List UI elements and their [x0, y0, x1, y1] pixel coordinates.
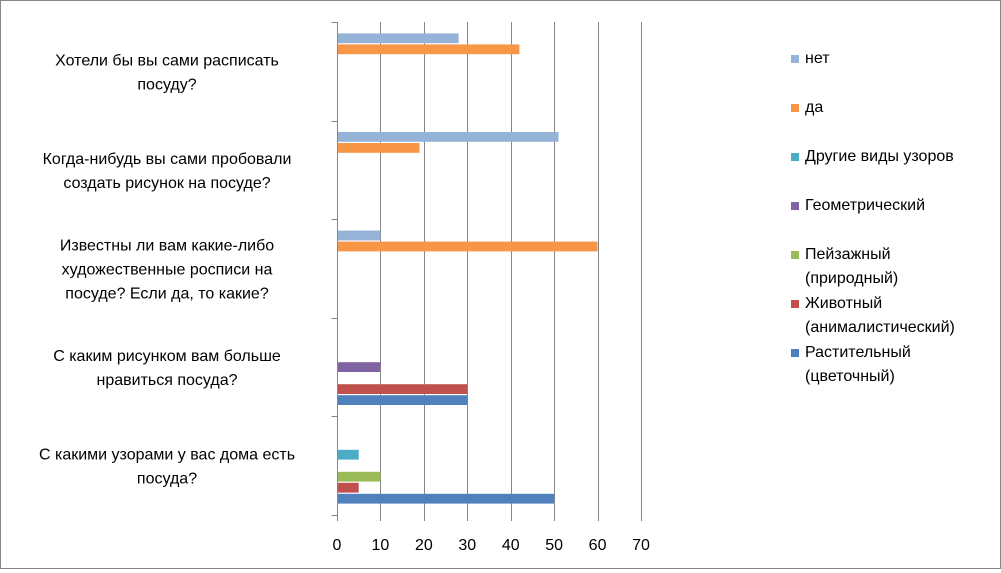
x-tick-label: 40 [502, 537, 520, 554]
gridlines [380, 22, 642, 515]
x-tick-label: 70 [632, 537, 650, 554]
category-label-line: нравиться посуда? [96, 372, 237, 389]
bar [338, 230, 381, 241]
legend-swatch [791, 104, 799, 112]
x-tick-labels: 0 10 20 30 40 50 60 70 [333, 537, 650, 554]
legend-swatch [791, 300, 799, 308]
category-label-line: Когда-нибудь вы сами пробовали [43, 151, 292, 168]
bar [338, 493, 555, 504]
legend-label: Другие виды узоров [805, 148, 954, 165]
bar [338, 44, 520, 55]
legend-label: (анималистический) [805, 319, 955, 336]
bar [338, 482, 359, 493]
category-label: Когда-нибудь вы сами пробовали создать ри… [43, 151, 292, 192]
category-label-line: создать рисунок на посуде? [63, 175, 270, 192]
legend-swatch [791, 251, 799, 259]
bar [338, 384, 468, 394]
category-label-line: Хотели бы вы сами расписать [55, 52, 279, 69]
legend-label: Растительный [805, 344, 911, 361]
axes [331, 22, 642, 521]
legend-label: Животный [805, 295, 883, 312]
x-tick-label: 50 [545, 537, 563, 554]
bar [338, 33, 459, 44]
legend-label: да [805, 99, 824, 116]
category-label: Хотели бы вы сами расписать посуду? [55, 52, 279, 93]
category-label-line: Известны ли вам какие-либо [60, 238, 274, 255]
legend-label: (природный) [805, 270, 899, 287]
category-label: С каким рисунком вам больше нравиться пос… [53, 348, 281, 389]
legend-label: Геометрический [805, 197, 926, 214]
bar [338, 241, 598, 252]
category-label-line: С какими узорами у вас дома есть [39, 447, 295, 464]
legend-swatch [791, 349, 799, 357]
category-label-line: посуде? Если да, то какие? [65, 286, 269, 303]
legend-label: Пейзажный [805, 246, 891, 263]
category-label-line: С каким рисунком вам больше [53, 348, 281, 365]
category-label: Известны ли вам какие-либо художественные… [60, 238, 274, 303]
legend-swatch [791, 55, 799, 63]
bar [338, 471, 381, 482]
bar [338, 395, 468, 405]
bar [338, 143, 420, 153]
category-label: С какими узорами у вас дома есть посуда? [39, 447, 295, 488]
category-labels: С какими узорами у вас дома есть посуда?С… [39, 52, 295, 487]
legend-swatch [791, 153, 799, 161]
category-label-line: посуда? [137, 471, 197, 488]
x-tick-label: 20 [415, 537, 433, 554]
legend-swatch [791, 202, 799, 210]
bar [338, 132, 559, 142]
x-tick-label: 0 [333, 537, 342, 554]
category-label-line: посуду? [137, 76, 196, 93]
bar [338, 449, 359, 460]
x-tick-label: 60 [589, 537, 607, 554]
bar [338, 362, 381, 372]
category-label-line: художественные росписи на [62, 262, 273, 279]
legend-label: нет [805, 50, 830, 67]
legend-label: (цветочный) [805, 368, 895, 385]
bars [338, 33, 598, 504]
x-tick-label: 30 [458, 537, 476, 554]
x-tick-label: 10 [372, 537, 390, 554]
